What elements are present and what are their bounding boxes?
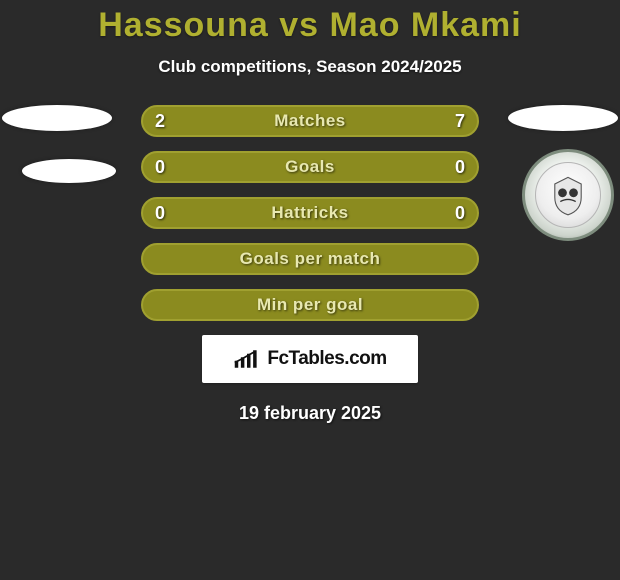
stat-bar-value-left: 2 xyxy=(155,107,165,135)
stat-bar-label: Goals per match xyxy=(240,249,381,269)
stat-bars: Matches 2 7 Goals 0 0 Hattricks 0 0 Goals per mat… xyxy=(141,105,479,321)
stat-bar-label: Goals xyxy=(285,157,335,177)
player-left-ellipse-bottom xyxy=(22,159,116,183)
player-right-ellipse-top xyxy=(508,105,618,131)
stat-bar-value-right: 0 xyxy=(455,199,465,227)
brand-badge: FcTables.com xyxy=(202,335,418,383)
stat-bar-label: Min per goal xyxy=(257,295,363,315)
page-title: Hassouna vs Mao Mkami xyxy=(0,0,620,45)
date-text: 19 february 2025 xyxy=(0,403,620,424)
stat-bar: Goals 0 0 xyxy=(141,151,479,183)
brand-text: FcTables.com xyxy=(267,348,386,370)
stat-bar: Goals per match xyxy=(141,243,479,275)
stat-bar-value-right: 7 xyxy=(455,107,465,135)
stat-bar-label: Hattricks xyxy=(271,203,348,223)
stat-bar-label: Matches xyxy=(274,111,346,131)
stat-bar: Matches 2 7 xyxy=(141,105,479,137)
crest-inner-icon xyxy=(543,170,593,220)
stat-bar: Hattricks 0 0 xyxy=(141,197,479,229)
player-right-crest-icon xyxy=(522,149,614,241)
brand-chart-icon xyxy=(233,348,261,370)
player-left-badge-group xyxy=(2,105,116,183)
player-right-badge-group xyxy=(508,105,618,241)
player-left-ellipse-top xyxy=(2,105,112,131)
stat-bar-value-right: 0 xyxy=(455,153,465,181)
subtitle: Club competitions, Season 2024/2025 xyxy=(0,57,620,77)
comparison-stage: Matches 2 7 Goals 0 0 Hattricks 0 0 Goals per mat… xyxy=(0,105,620,321)
stat-bar-value-left: 0 xyxy=(155,153,165,181)
stat-bar-value-left: 0 xyxy=(155,199,165,227)
stat-bar: Min per goal xyxy=(141,289,479,321)
